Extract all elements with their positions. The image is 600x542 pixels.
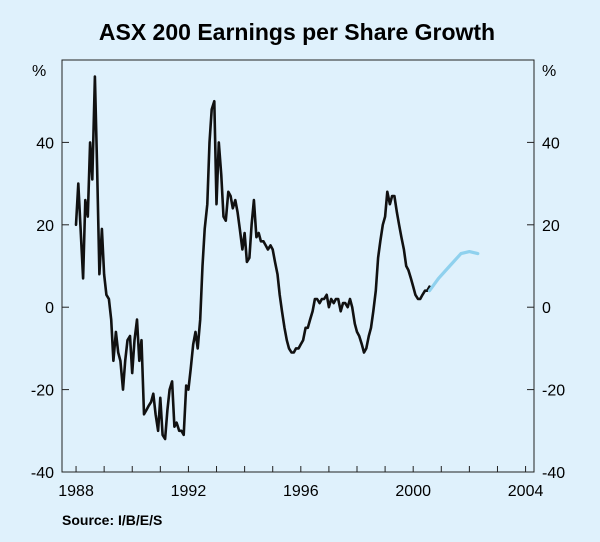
series-lines [74,75,480,441]
y-tick-label-right: 40 [542,135,560,152]
y-tick-label-left: 0 [45,300,54,317]
x-tick-label: 1988 [58,483,94,500]
y-tick-label-left: -20 [31,383,54,400]
y-tick-label-right: 20 [542,218,560,235]
y-tick-label-right: 0 [542,300,551,317]
y-unit-left: % [32,63,46,80]
y-tick-label-left: -40 [31,465,54,482]
series-line-actual [74,75,431,441]
x-tick-label: 1996 [283,483,319,500]
y-unit-right: % [542,63,556,80]
chart-title: ASX 200 Earnings per Share Growth [99,19,495,45]
x-tick-label: 2004 [508,483,544,500]
x-tick-label: 1992 [171,483,207,500]
series-line-forecast [427,250,480,293]
x-tick-label: 2000 [395,483,431,500]
y-tick-label-right: -40 [542,465,565,482]
y-tick-label-left: 20 [36,218,54,235]
y-tick-label-left: 40 [36,135,54,152]
chart-source: Source: I/B/E/S [62,512,162,528]
plot-frame [61,59,535,473]
x-axis-ticks: 1988 1992 1996 2000 2004 [58,466,543,500]
y-axis-ticks: -40 -40 -20 -20 0 0 20 20 40 40 [31,135,565,482]
y-tick-label-right: -20 [542,383,565,400]
